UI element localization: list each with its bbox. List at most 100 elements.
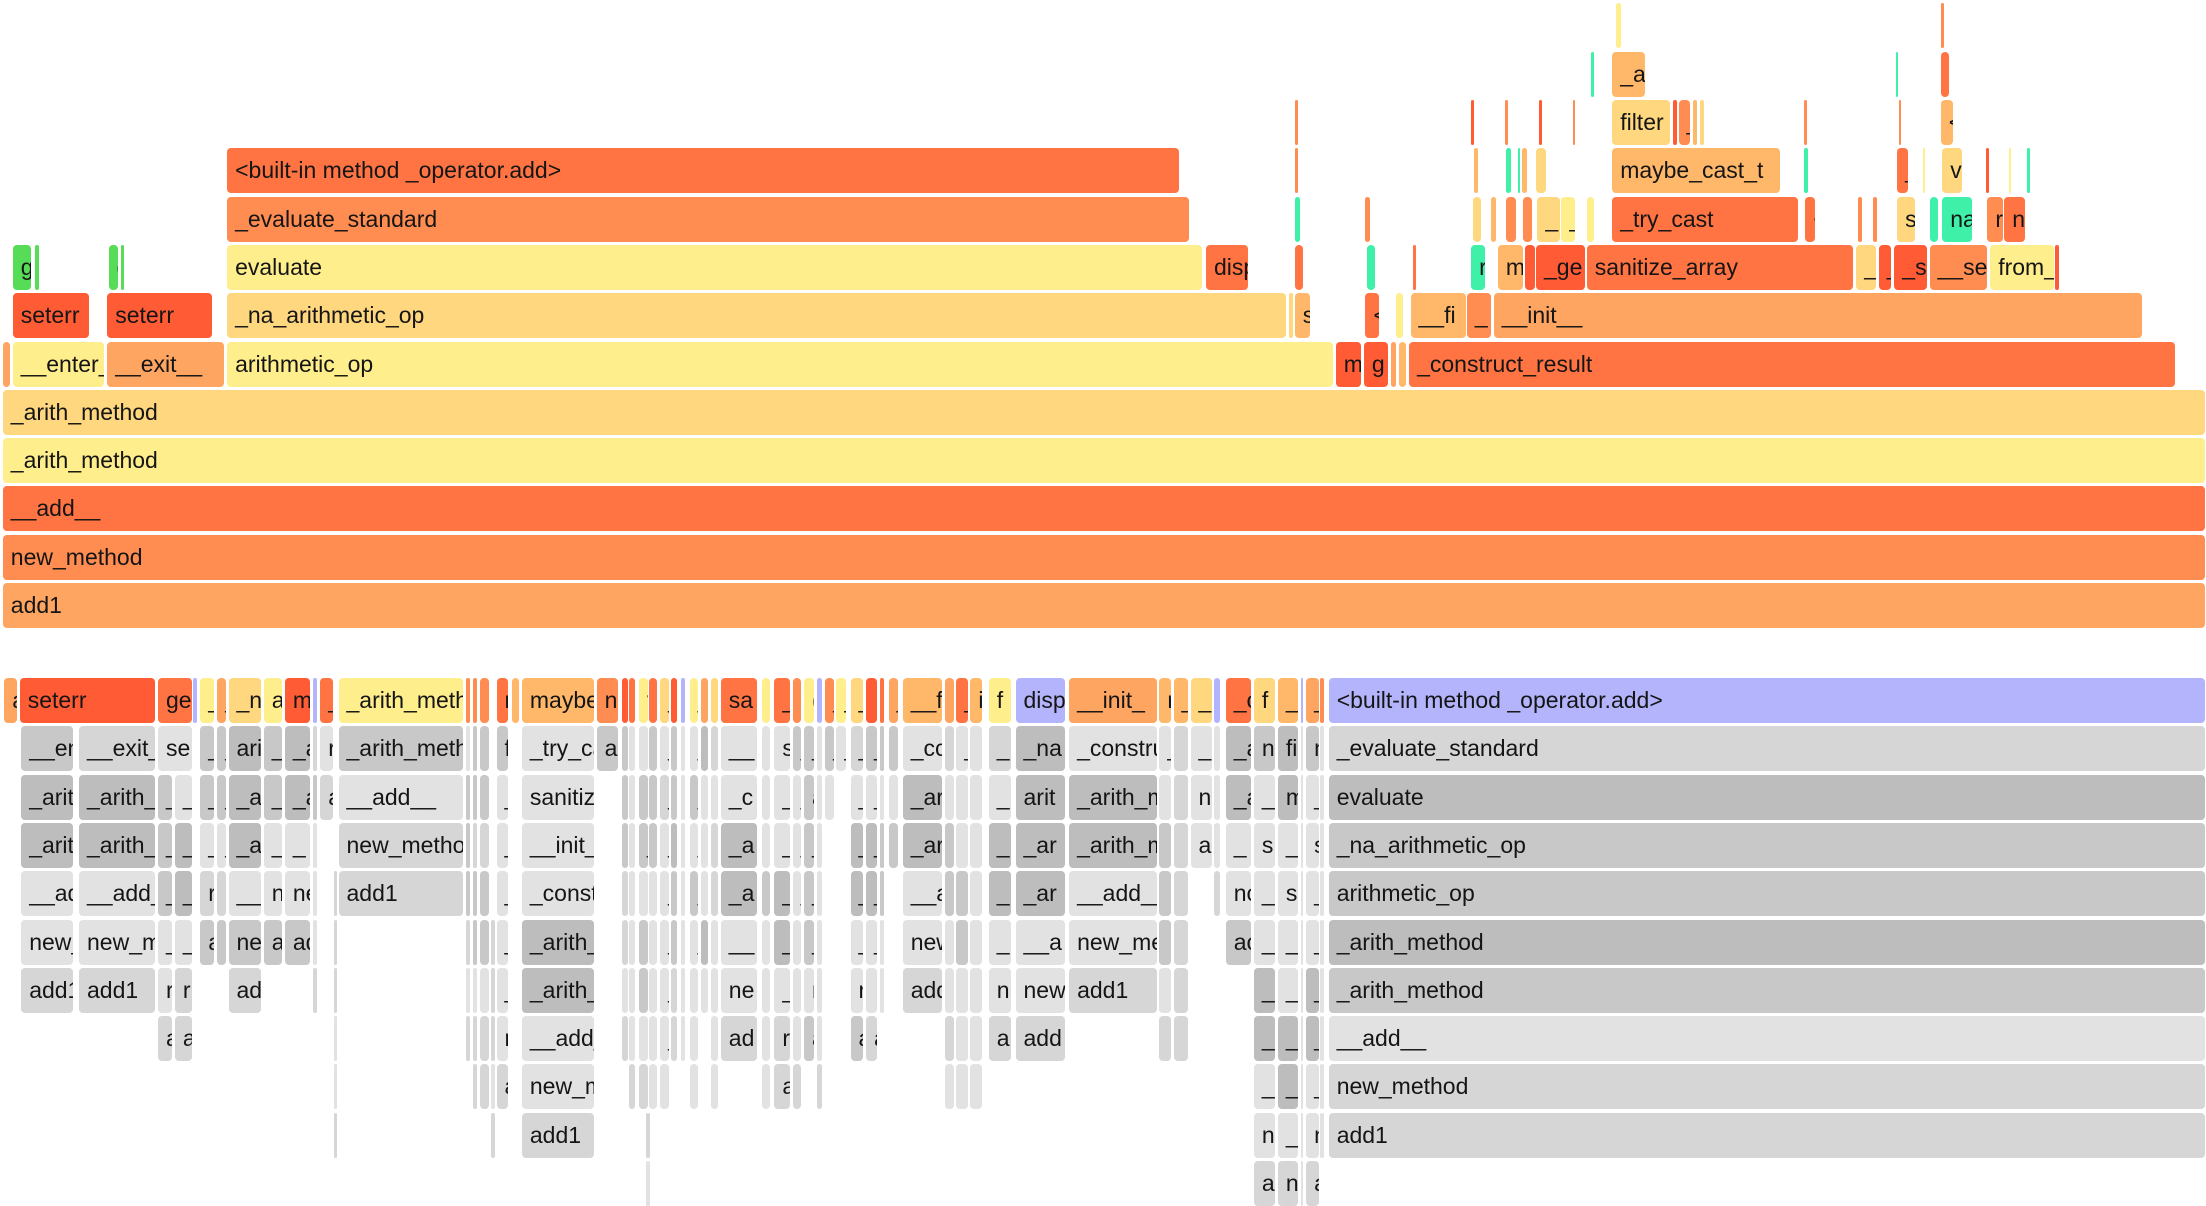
flame-frame[interactable]: _ [804, 919, 814, 965]
flame-frame[interactable] [622, 919, 628, 965]
flame-frame[interactable]: seterr [19, 678, 156, 723]
flame-frame[interactable] [1538, 100, 1542, 145]
flame-frame[interactable]: _ [660, 919, 669, 965]
flame-frame[interactable]: _ [1306, 678, 1319, 723]
flame-frame[interactable]: a [804, 1016, 814, 1062]
flame-frame[interactable] [479, 967, 490, 1013]
flame-frame[interactable]: _arith_method [1328, 919, 2205, 965]
flame-frame[interactable] [1173, 774, 1188, 820]
flame-frame[interactable] [1320, 967, 1325, 1013]
flame-frame[interactable]: arit [1015, 774, 1065, 820]
flame-frame[interactable]: _ [1897, 148, 1909, 194]
flame-frame[interactable] [648, 967, 658, 1013]
flame-frame[interactable]: n [1277, 1161, 1298, 1206]
flame-frame[interactable]: _ [804, 871, 814, 917]
flame-frame[interactable]: n [1253, 726, 1276, 772]
flame-frame[interactable]: add [1015, 1016, 1065, 1062]
flame-frame[interactable] [1474, 148, 1479, 194]
flame-frame[interactable]: _ [284, 822, 311, 868]
flame-frame[interactable] [629, 678, 635, 723]
flame-frame[interactable]: ne [228, 919, 261, 965]
flame-frame[interactable] [472, 774, 477, 820]
flame-frame[interactable]: a [1253, 1161, 1276, 1206]
flame-frame[interactable] [1320, 822, 1325, 868]
flame-frame[interactable]: _ [804, 822, 814, 868]
flame-frame[interactable] [761, 774, 771, 820]
flame-frame[interactable] [622, 1016, 628, 1062]
flame-frame[interactable] [1294, 244, 1304, 290]
flame-frame[interactable]: _try_cast [521, 726, 594, 772]
flame-frame[interactable] [1536, 148, 1546, 194]
flame-frame[interactable] [671, 967, 677, 1013]
flame-frame[interactable] [1294, 148, 1298, 194]
flame-frame[interactable] [1505, 100, 1508, 145]
flame-frame[interactable] [472, 1016, 477, 1062]
flame-frame[interactable] [945, 726, 954, 772]
flame-frame[interactable] [1159, 919, 1171, 965]
flame-frame[interactable] [761, 1016, 771, 1062]
flame-frame[interactable] [1506, 148, 1511, 194]
flame-frame[interactable]: n [1306, 726, 1319, 772]
flame-frame[interactable]: __a [902, 871, 943, 917]
flame-frame[interactable] [816, 1016, 823, 1062]
flame-frame[interactable] [761, 726, 771, 772]
flame-frame[interactable] [1986, 148, 1989, 194]
flame-frame[interactable] [701, 774, 709, 820]
flame-frame[interactable] [479, 678, 490, 723]
flame-frame[interactable] [816, 871, 823, 917]
flame-frame[interactable]: _ [174, 871, 192, 917]
flame-frame[interactable]: _ar [902, 774, 943, 820]
flame-frame[interactable]: _a [228, 822, 261, 868]
flame-frame[interactable] [792, 1016, 802, 1062]
flame-frame[interactable] [1390, 341, 1397, 387]
flame-frame[interactable] [701, 726, 709, 772]
flame-frame[interactable] [970, 967, 982, 1013]
flame-frame[interactable]: add1 [79, 967, 156, 1013]
flame-frame[interactable] [945, 822, 954, 868]
flame-frame[interactable] [1521, 148, 1528, 194]
flame-frame[interactable]: a [1190, 822, 1212, 868]
flame-frame[interactable]: _a [1225, 774, 1252, 820]
flame-frame[interactable]: _ [158, 822, 173, 868]
flame-frame[interactable]: _ [660, 967, 669, 1013]
flame-frame[interactable]: _ [1225, 822, 1252, 868]
flame-frame[interactable]: add1 [338, 871, 463, 917]
flame-frame[interactable] [681, 871, 686, 917]
flame-frame[interactable] [689, 967, 699, 1013]
flame-frame[interactable]: __ [720, 726, 758, 772]
flame-frame[interactable] [945, 1064, 954, 1110]
flame-frame[interactable] [710, 967, 718, 1013]
flame-frame[interactable]: _ [866, 774, 878, 820]
flame-frame[interactable]: maybe [521, 678, 594, 723]
flame-frame[interactable]: < [1365, 293, 1380, 339]
flame-frame[interactable] [1300, 1112, 1304, 1158]
flame-frame[interactable] [1159, 1016, 1171, 1062]
flame-frame[interactable] [465, 822, 470, 868]
flame-frame[interactable] [888, 822, 899, 868]
flame-frame[interactable] [622, 871, 628, 917]
flame-frame[interactable] [945, 967, 954, 1013]
flame-frame[interactable]: r [320, 726, 333, 772]
flame-frame[interactable] [1159, 967, 1171, 1013]
flame-frame[interactable]: seterr [12, 293, 89, 339]
flame-frame[interactable] [671, 726, 677, 772]
flame-frame[interactable]: _na_arithmetic_op [1328, 822, 2205, 868]
flame-frame[interactable]: __init_ [1069, 678, 1157, 723]
flame-frame[interactable]: a [1306, 1161, 1319, 1206]
flame-frame[interactable]: __f [902, 678, 943, 723]
flame-frame[interactable] [970, 871, 982, 917]
flame-frame[interactable]: _ [1878, 244, 1892, 290]
flame-frame[interactable] [217, 919, 226, 965]
flame-frame[interactable]: _ar [1015, 822, 1065, 868]
flame-frame[interactable]: r [804, 967, 814, 1013]
flame-frame[interactable]: s [1897, 196, 1916, 242]
flame-frame[interactable] [472, 919, 477, 965]
flame-frame[interactable]: _ [988, 774, 1012, 820]
flame-frame[interactable] [792, 678, 802, 723]
flame-frame[interactable]: < [1940, 100, 1954, 145]
flame-frame[interactable]: sanitize_array [1586, 244, 1854, 290]
flame-frame[interactable] [710, 726, 718, 772]
flame-frame[interactable] [1214, 774, 1220, 820]
flame-frame[interactable] [490, 1016, 495, 1062]
flame-frame[interactable] [465, 919, 470, 965]
